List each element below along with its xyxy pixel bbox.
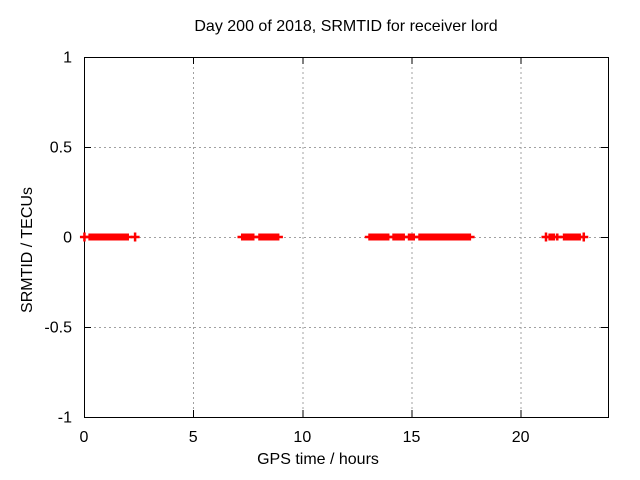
x-tick-label: 5: [189, 429, 198, 446]
x-tick-label: 20: [512, 429, 530, 446]
data-segment: [88, 233, 129, 241]
x-axis-label: GPS time / hours: [257, 451, 379, 468]
data-segment: [368, 233, 390, 241]
data-segment: [392, 233, 405, 241]
data-segment: [418, 233, 472, 241]
data-point-marker-v: [544, 232, 548, 242]
data-point-marker-v: [83, 232, 86, 242]
x-tick-label: 0: [80, 429, 89, 446]
data-segment: [258, 233, 280, 241]
data-segment: [240, 233, 255, 241]
y-tick-label: -0.5: [44, 320, 72, 337]
data-point-marker-v: [133, 232, 137, 242]
data-segment: [407, 233, 415, 241]
y-tick-label: 1: [63, 50, 72, 67]
y-tick-label: 0.5: [50, 140, 72, 157]
chart-title: Day 200 of 2018, SRMTID for receiver lor…: [194, 18, 498, 35]
data-segment: [548, 233, 556, 241]
data-segment: [556, 233, 559, 241]
data-segment: [562, 233, 581, 241]
data-point-marker-v: [582, 232, 586, 242]
y-tick-label: -1: [58, 410, 72, 427]
y-tick-label: 0: [63, 230, 72, 247]
x-tick-label: 15: [403, 429, 421, 446]
x-tick-label: 10: [293, 429, 311, 446]
